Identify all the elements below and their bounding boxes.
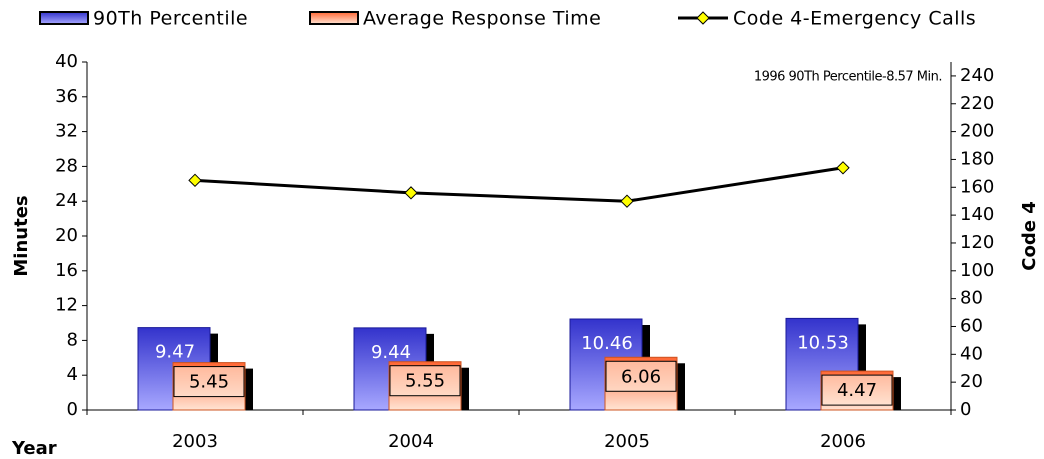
y-tick-label: 40 <box>55 51 78 72</box>
y-tick-label: 24 <box>55 190 78 211</box>
x-tick-label: 2003 <box>172 431 218 452</box>
y2-tick-label: 160 <box>960 176 994 197</box>
y-tick-label: 28 <box>55 155 78 176</box>
value-label-box <box>605 360 677 392</box>
value-label-box <box>821 374 893 406</box>
value-label: 9.47 <box>155 342 195 363</box>
value-label: 10.53 <box>797 332 849 353</box>
y2-tick-label: 240 <box>960 65 994 86</box>
legend: 90Th Percentile Average Response Time Code… <box>39 8 976 30</box>
y-tick-label: 20 <box>55 225 78 246</box>
y2-tick-label: 40 <box>960 343 983 364</box>
value-label: 10.46 <box>581 333 633 354</box>
line-marker <box>620 194 634 208</box>
y2-tick-label: 100 <box>960 260 994 281</box>
line-marker <box>404 186 418 200</box>
y-tick-label: 36 <box>55 86 78 107</box>
y-tick-label: 16 <box>55 260 78 281</box>
value-label-box <box>389 365 461 397</box>
y2-tick-label: 20 <box>960 371 983 392</box>
value-label: 6.06 <box>621 366 661 387</box>
legend-marker <box>696 11 710 25</box>
value-label: 4.47 <box>837 380 877 401</box>
x-tick-label: 2005 <box>604 431 650 452</box>
value-label: 5.55 <box>405 371 445 392</box>
x-axis-title: Year <box>11 438 57 459</box>
y-axis-title: Minutes <box>11 195 32 276</box>
y-tick-label: 4 <box>67 364 78 385</box>
y2-tick-label: 60 <box>960 315 983 336</box>
y2-tick-label: 120 <box>960 232 994 253</box>
line-marker <box>836 161 850 175</box>
value-label: 9.44 <box>371 342 411 363</box>
y2-tick-label: 140 <box>960 204 994 225</box>
y2-tick-label: 220 <box>960 93 994 114</box>
legend-swatch <box>309 11 359 25</box>
legend-swatch <box>39 11 89 25</box>
y-tick-label: 8 <box>67 329 78 350</box>
annotation: 1996 90Th Percentile-8.57 Min. <box>754 70 942 85</box>
y2-tick-label: 180 <box>960 148 994 169</box>
value-label: 5.45 <box>189 372 229 393</box>
line-marker <box>188 173 202 188</box>
x-tick-label: 2004 <box>388 431 434 452</box>
y2-tick-label: 0 <box>960 399 971 420</box>
legend-label: Average Response Time <box>363 8 601 30</box>
y-tick-label: 0 <box>67 399 78 420</box>
x-tick-label: 2006 <box>820 431 866 452</box>
y2-tick-label: 80 <box>960 288 983 309</box>
legend-label: Code 4-Emergency Calls <box>733 8 976 30</box>
value-label-box <box>173 366 245 398</box>
line <box>194 166 844 203</box>
y2-tick-label: 200 <box>960 121 994 142</box>
y-tick-label: 32 <box>55 121 78 142</box>
y-tick-label: 12 <box>55 295 78 316</box>
y2-axis-title: Code 4 <box>1019 201 1040 270</box>
legend-label: 90Th Percentile <box>93 8 248 30</box>
